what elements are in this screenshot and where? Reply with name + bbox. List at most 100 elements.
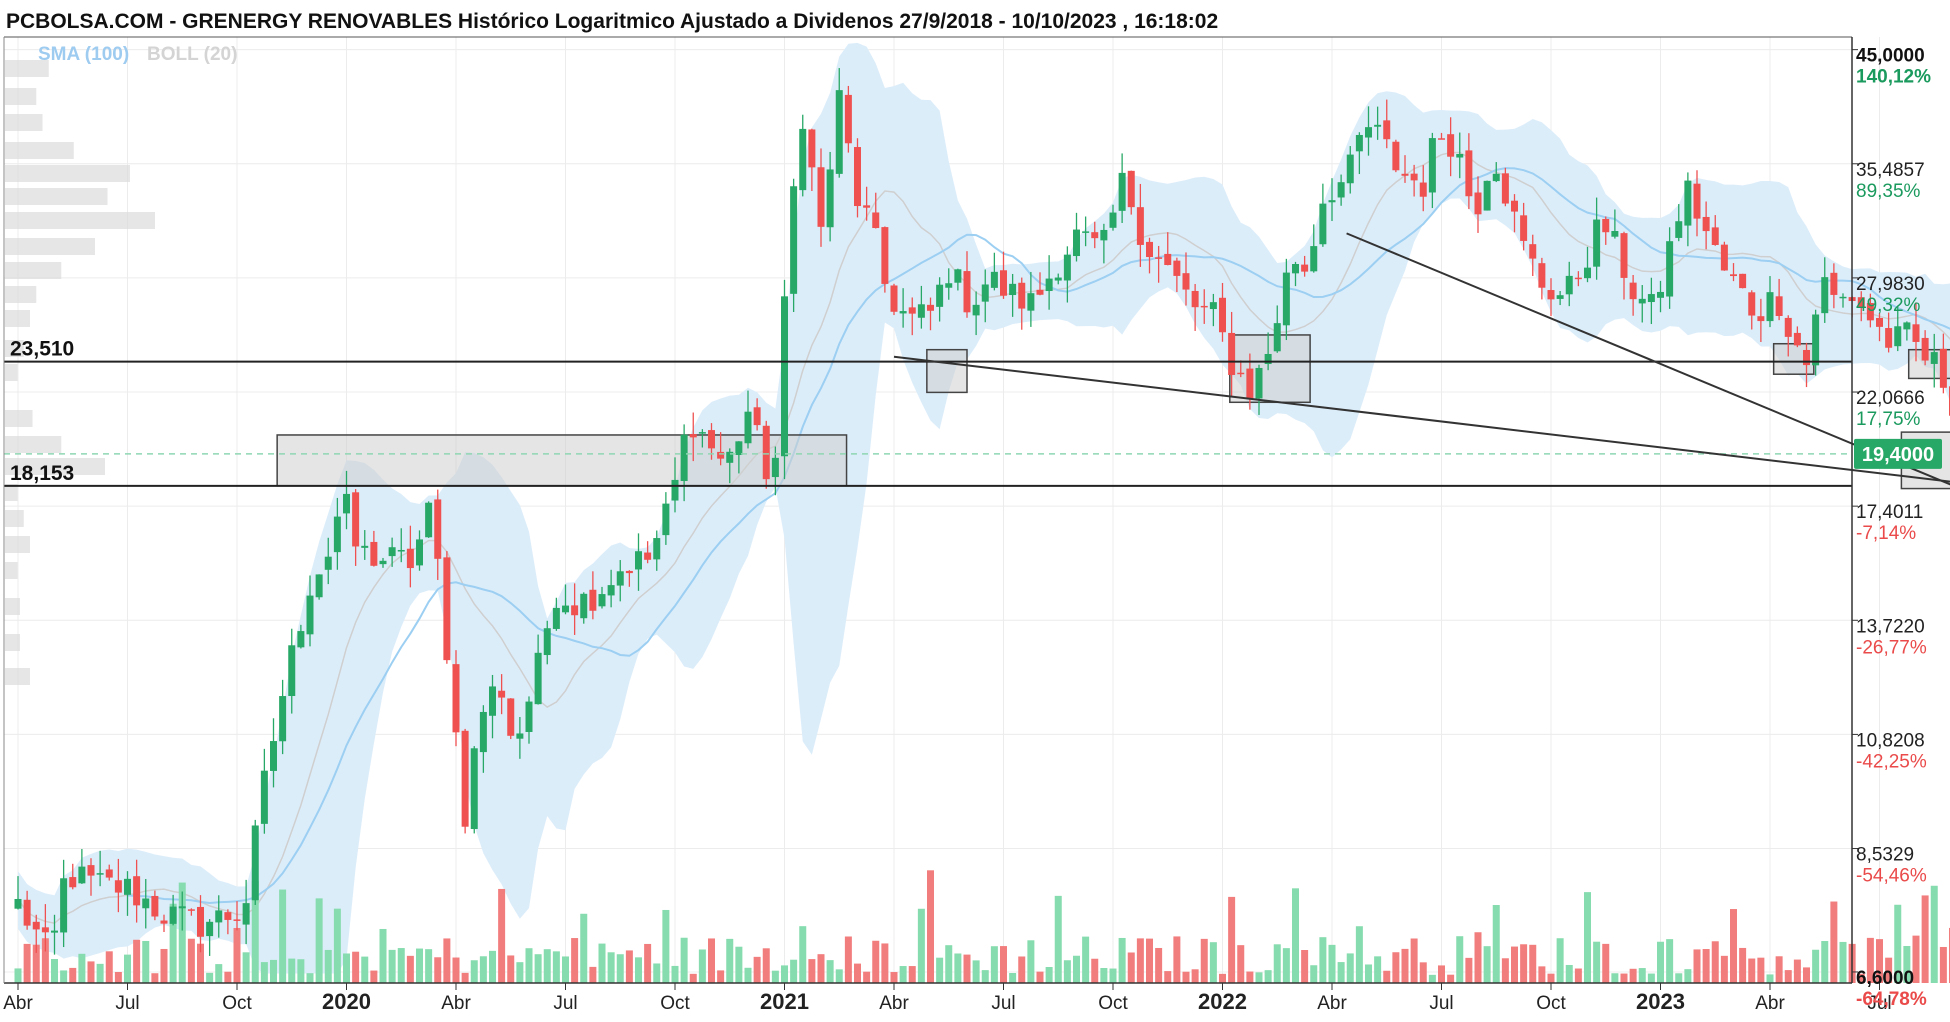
candle-body — [808, 129, 816, 168]
candle-body — [1803, 349, 1810, 366]
x-tick-label: 2021 — [760, 989, 809, 1014]
candle — [1392, 139, 1400, 173]
candle — [1702, 201, 1710, 250]
volume-bar — [1821, 941, 1829, 983]
volume-bar — [899, 966, 907, 983]
candle — [1182, 252, 1190, 306]
candle — [1337, 174, 1345, 206]
volume-bar — [1273, 944, 1281, 983]
volume-bar — [534, 954, 542, 983]
volume-bar — [1584, 892, 1591, 983]
candle — [1100, 223, 1108, 264]
y-tick-percent: 17,75% — [1856, 409, 1921, 430]
volume-bar — [1456, 936, 1464, 983]
candle — [1219, 282, 1226, 342]
volume-profile-bar — [5, 310, 30, 327]
candle — [114, 858, 122, 913]
candle — [1355, 132, 1363, 175]
volume-bar — [644, 943, 652, 983]
candle-body — [698, 432, 706, 434]
candle — [288, 628, 296, 714]
volume-bar — [1127, 952, 1135, 983]
candle — [1492, 162, 1500, 183]
volume-bar — [854, 963, 861, 983]
candle-body — [1638, 298, 1646, 304]
candle — [1711, 215, 1719, 246]
candle-body — [817, 167, 825, 227]
candle-body — [1310, 246, 1318, 272]
volume-bar — [1730, 909, 1737, 983]
candle — [379, 557, 387, 568]
candle-body — [1894, 326, 1902, 347]
volume-bar — [1063, 960, 1071, 983]
volume-bar — [1009, 973, 1017, 983]
candle-body — [1045, 278, 1053, 292]
candle-body — [662, 503, 670, 536]
y-tick-label: 6,6000 — [1856, 968, 1914, 989]
candle-body — [306, 595, 314, 635]
candle — [41, 904, 49, 952]
candle-body — [1821, 277, 1829, 314]
level-label: 23,510 — [10, 338, 74, 361]
candle-body — [844, 94, 852, 144]
candle-body — [835, 90, 843, 174]
candle-body — [379, 560, 387, 565]
volume-profile-bar — [5, 238, 95, 255]
x-tick-label: Jul — [553, 993, 577, 1014]
candle — [315, 574, 323, 600]
volume-bar — [1264, 970, 1272, 983]
x-tick-label: Oct — [1098, 993, 1128, 1014]
candle — [890, 283, 898, 316]
volume-bar — [1374, 956, 1382, 983]
volume-bar — [1529, 944, 1537, 983]
candle-body — [1392, 141, 1400, 171]
volume-bar — [1155, 947, 1163, 983]
candle-body — [1146, 241, 1153, 258]
candle — [1565, 261, 1573, 307]
candle — [1136, 183, 1144, 267]
candle-body — [1173, 260, 1181, 276]
candle-body — [233, 919, 241, 921]
volume-bar — [187, 938, 195, 983]
volume-bar — [361, 956, 369, 983]
candle-body — [1866, 302, 1874, 321]
level-label: 18,153 — [10, 462, 74, 485]
volume-bar — [461, 972, 469, 983]
volume-profile-bar — [5, 142, 74, 159]
candle-body — [406, 548, 414, 569]
volume-bar — [954, 953, 962, 983]
candle-body — [653, 538, 661, 560]
candle — [1602, 216, 1610, 245]
volume-bar — [516, 962, 524, 983]
candle-body — [187, 909, 195, 911]
volume-bar — [352, 951, 360, 983]
volume-bar — [1282, 948, 1290, 983]
volume-bar — [105, 951, 113, 983]
candle — [1374, 106, 1382, 140]
volume-bar — [562, 956, 569, 983]
x-tick-label: Jul — [1429, 993, 1453, 1014]
candle — [525, 696, 533, 744]
candle — [945, 268, 953, 300]
candle — [14, 876, 22, 910]
candle — [215, 895, 223, 938]
volume-bar — [1538, 966, 1546, 983]
volume-bar — [388, 949, 396, 983]
volume-bar — [1657, 941, 1664, 983]
volume-bar — [133, 939, 141, 983]
candle — [1885, 312, 1893, 353]
volume-bar — [863, 971, 871, 983]
candle — [1319, 183, 1327, 247]
candle — [187, 908, 195, 916]
volume-bar — [114, 971, 122, 983]
volume-bar — [169, 903, 177, 983]
volume-bar — [507, 955, 515, 983]
candle — [1611, 209, 1619, 239]
candle — [1447, 117, 1455, 177]
level-labels: 23,510 18,153 — [10, 338, 74, 485]
candle-body — [425, 502, 433, 538]
volume-bar — [1292, 888, 1299, 983]
volume-bar — [1702, 949, 1710, 983]
candle-body — [1620, 233, 1628, 278]
volume-bar — [416, 948, 423, 983]
